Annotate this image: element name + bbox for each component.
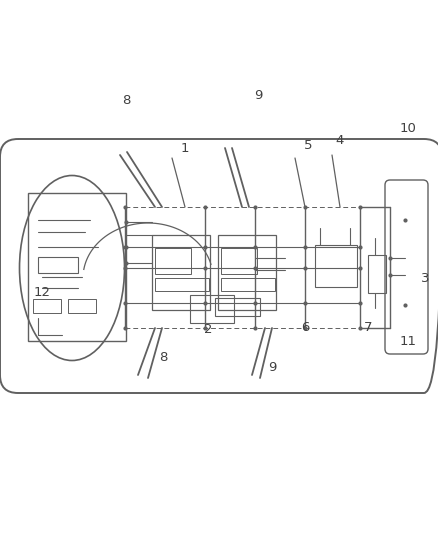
Bar [38,257,78,273]
Bar [367,255,385,293]
Text: 8: 8 [121,93,130,107]
Text: 5: 5 [303,139,311,151]
Bar [218,235,276,310]
Bar [155,278,208,291]
Bar [33,299,61,313]
Bar [190,295,233,323]
Text: 7: 7 [363,321,371,335]
Bar [155,248,191,274]
Bar [68,299,96,313]
Bar [152,235,209,310]
Text: 2: 2 [203,324,212,336]
Text: 3: 3 [420,271,428,285]
Text: 4: 4 [335,133,343,147]
Text: 11: 11 [399,335,416,349]
Bar [215,298,259,316]
Bar [220,278,274,291]
Bar [314,245,356,287]
Bar [28,193,126,341]
Text: 1: 1 [180,141,189,155]
Text: 9: 9 [253,88,261,101]
Text: 6: 6 [300,321,308,335]
Text: 12: 12 [33,286,50,298]
Text: 10: 10 [399,122,416,134]
Text: 9: 9 [267,361,276,375]
Text: 8: 8 [159,351,167,365]
Bar [220,248,256,274]
